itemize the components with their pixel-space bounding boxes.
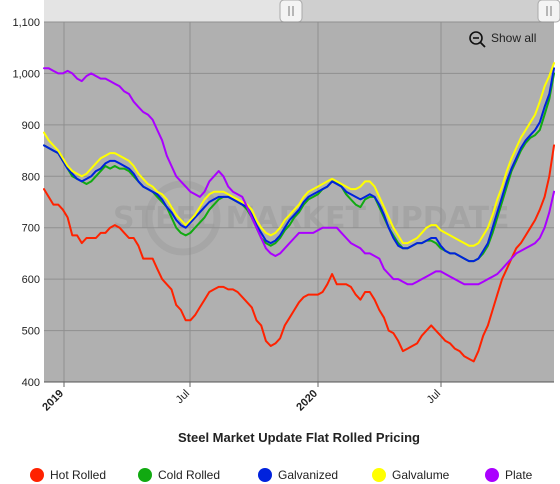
legend-item-plate[interactable]: Plate <box>485 468 533 482</box>
legend-label: Plate <box>505 468 533 482</box>
y-tick-label: 400 <box>22 377 40 389</box>
series-line-plate[interactable] <box>43 67 555 286</box>
zoom-out-icon <box>469 31 486 48</box>
legend-label: Hot Rolled <box>50 468 106 482</box>
legend-label: Cold Rolled <box>158 468 220 482</box>
y-axis-ticks: 400 500 600 700 800 900 1,000 1,100 <box>12 17 40 389</box>
legend-marker <box>372 468 386 482</box>
show-all-button[interactable]: Show all <box>469 31 536 48</box>
x-tick-label: Jul <box>174 388 192 406</box>
x-tick-label: 2020 <box>294 388 320 414</box>
legend[interactable]: Hot Rolled Cold Rolled Galvanized Galvalume… <box>30 468 533 482</box>
legend-item-hot-rolled[interactable]: Hot Rolled <box>30 468 106 482</box>
series-line-hot-rolled[interactable] <box>43 144 555 363</box>
x-tick-label: Jul <box>425 388 443 406</box>
legend-item-cold-rolled[interactable]: Cold Rolled <box>138 468 220 482</box>
legend-item-galvalume[interactable]: Galvalume <box>372 468 450 482</box>
y-tick-label: 500 <box>22 326 40 338</box>
navigator-bar[interactable] <box>44 0 560 23</box>
legend-label: Galvalume <box>392 468 450 482</box>
x-tick-label: 2019 <box>40 388 66 414</box>
navigator-handle-right[interactable] <box>537 0 560 23</box>
legend-label: Galvanized <box>278 468 338 482</box>
y-tick-label: 700 <box>22 223 40 235</box>
y-tick-label: 1,000 <box>12 68 40 80</box>
x-axis-ticks: 2019 Jul 2020 Jul <box>40 382 443 413</box>
y-tick-label: 600 <box>22 274 40 286</box>
show-all-label: Show all <box>491 31 536 45</box>
y-tick-label: 800 <box>22 171 40 183</box>
chart-title: Steel Market Update Flat Rolled Pricing <box>178 430 420 445</box>
series-lines <box>43 62 555 363</box>
legend-marker <box>258 468 272 482</box>
legend-item-galvanized[interactable]: Galvanized <box>258 468 338 482</box>
series-line-galvalume[interactable] <box>43 62 555 247</box>
y-tick-label: 1,100 <box>12 17 40 29</box>
series-line-galvanized[interactable] <box>43 67 555 263</box>
plot-area <box>44 22 554 382</box>
legend-marker <box>485 468 499 482</box>
y-tick-label: 900 <box>22 120 40 132</box>
navigator-handle-left[interactable] <box>279 0 303 23</box>
legend-marker <box>138 468 152 482</box>
grid-lines <box>44 21 554 383</box>
legend-marker <box>30 468 44 482</box>
